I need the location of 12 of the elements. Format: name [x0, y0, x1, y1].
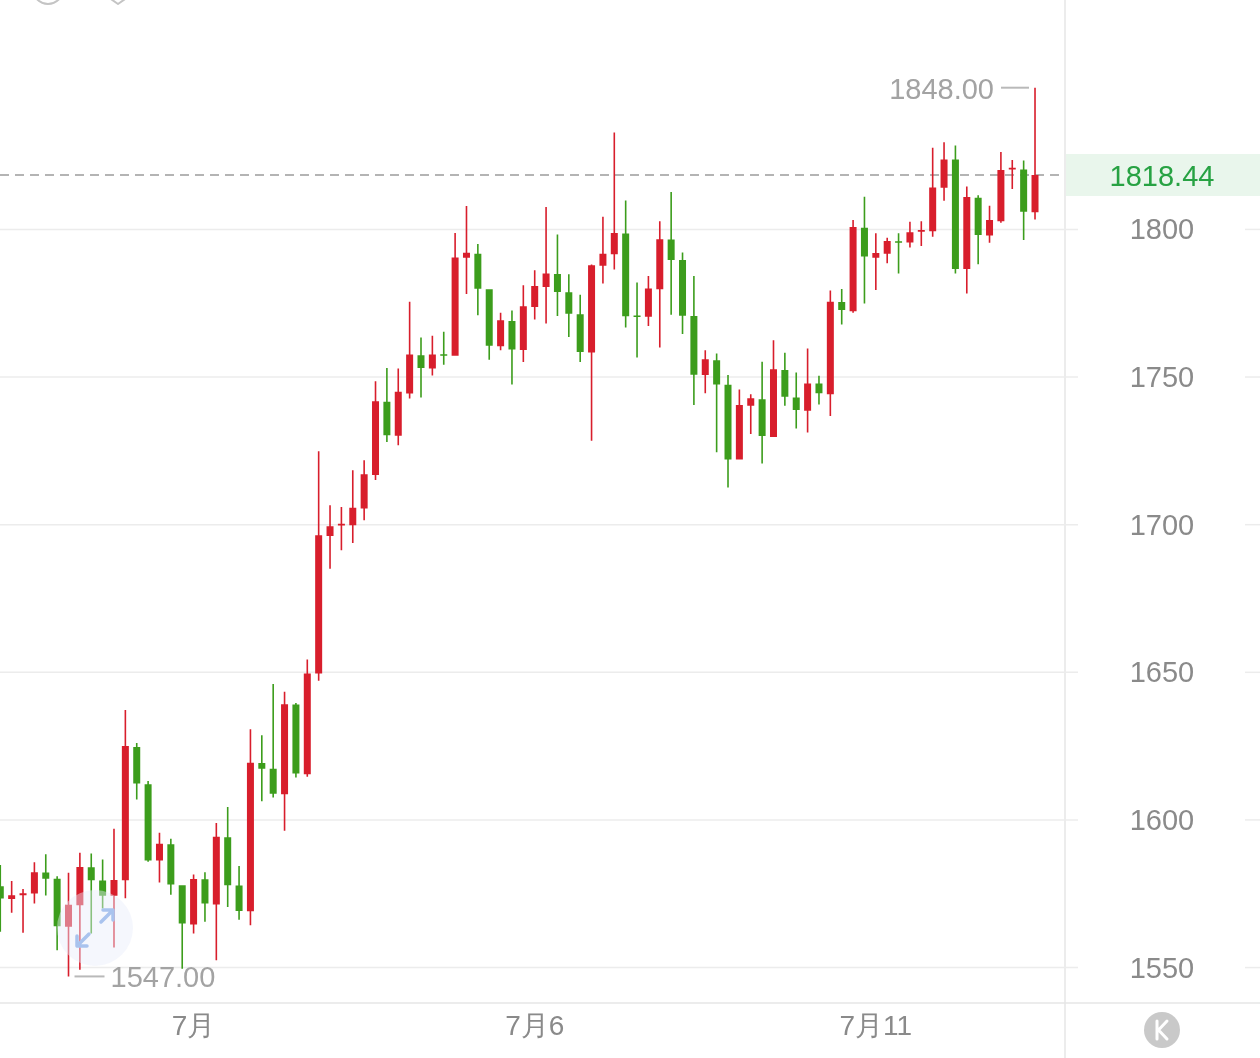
y-tick-label: 1800 [1129, 213, 1195, 246]
y-tick-label: 1650 [1129, 656, 1195, 689]
ref-label: 1818.44 [1109, 159, 1215, 192]
y-tick-label: 1750 [1129, 361, 1195, 394]
y-tick-label: 1550 [1129, 951, 1195, 984]
annotation: 1547.00 [110, 961, 216, 994]
x-tick-label: 7月11 [839, 1009, 913, 1041]
y-tick-label: 1700 [1129, 508, 1195, 541]
x-tick-label: 7月 [171, 1009, 216, 1041]
annotation: 1848.00 [889, 72, 994, 105]
x-tick-label: 7月6 [505, 1009, 565, 1041]
y-tick-label: 1600 [1129, 803, 1195, 836]
